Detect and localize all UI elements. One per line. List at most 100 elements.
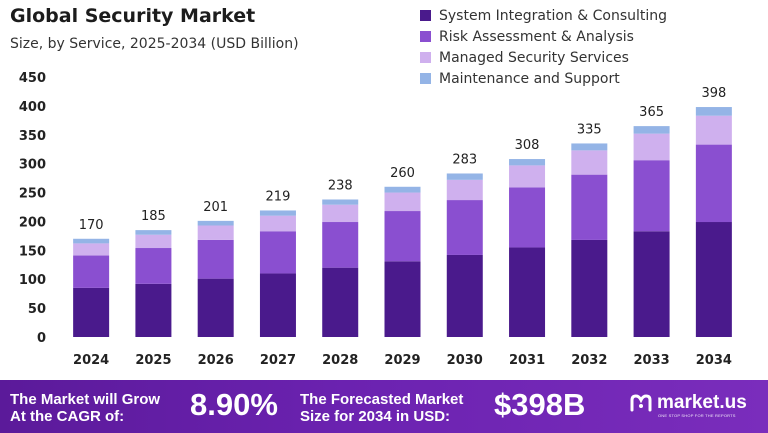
bar-total-label: 398 [701, 86, 726, 101]
legend-swatch [420, 73, 431, 84]
legend-swatch [420, 31, 431, 42]
bar-segment [509, 165, 546, 188]
bar-segment [633, 160, 670, 232]
legend-label: Managed Security Services [439, 49, 629, 66]
x-tick-label: 2031 [509, 353, 545, 368]
bar-segment [259, 215, 296, 232]
bar-segment [259, 210, 296, 216]
y-tick-label: 150 [19, 244, 46, 259]
bar-segment [259, 231, 296, 274]
bar-segment [384, 186, 421, 193]
bar-segment [571, 239, 608, 337]
bar-segment [571, 143, 608, 151]
bar-segment [633, 231, 670, 337]
bar-segment [509, 187, 546, 248]
bar-segment [73, 238, 110, 244]
bar-segment [73, 287, 110, 337]
bar-segment [197, 239, 234, 279]
bar-segment [135, 234, 172, 249]
forecast-label-line1: The Forecasted Market [300, 391, 464, 408]
x-tick-label: 2025 [135, 353, 171, 368]
bar-segment [73, 255, 110, 288]
bar-segment [446, 173, 483, 180]
legend-label: Risk Assessment & Analysis [439, 28, 634, 45]
cagr-label-line2: At the CAGR of: [10, 408, 125, 425]
y-tick-label: 300 [19, 158, 46, 173]
legend-item-system-integration: System Integration & Consulting [420, 5, 667, 26]
stacked-bar-chart: 0 50 100 150 200 250 300 350 400 450 170 2024 185 202… [19, 71, 732, 368]
chart-subtitle: Size, by Service, 2025-2034 (USD Billion… [10, 36, 299, 52]
bar-segment [695, 222, 732, 337]
cagr-label: The Market will Grow At the CAGR of: [10, 391, 160, 425]
bar-segment [197, 278, 234, 337]
x-tick-label: 2034 [696, 353, 732, 368]
bar-segment [695, 107, 732, 116]
forecast-label-line2: Size for 2034 in USD: [300, 408, 451, 425]
brand-tagline: ONE STOP SHOP FOR THE REPORTS [658, 413, 736, 418]
bar-segment [384, 192, 421, 212]
x-tick-label: 2029 [384, 353, 420, 368]
y-tick-label: 350 [19, 129, 46, 144]
y-tick-label: 450 [19, 71, 46, 86]
bar-total-label: 283 [452, 152, 477, 167]
bar-total-label: 260 [390, 166, 415, 181]
bar-total-label: 219 [266, 189, 291, 204]
bar-segment [322, 267, 359, 337]
bar-total-label: 201 [203, 200, 228, 215]
bar-segment [633, 133, 670, 161]
legend-swatch [420, 52, 431, 63]
legend-swatch [420, 10, 431, 21]
bar-segment [446, 179, 483, 201]
bar-segment [509, 159, 546, 166]
bar-total-label: 308 [515, 138, 540, 153]
footer-banner: The Market will Grow At the CAGR of: 8.9… [0, 380, 768, 433]
x-tick-label: 2028 [322, 353, 358, 368]
bar-segment [571, 174, 608, 240]
bar-segment [322, 199, 359, 205]
brand-logo[interactable]: market.us [630, 393, 747, 413]
bar-segment [322, 204, 359, 223]
forecast-value: $398B [494, 387, 586, 422]
legend-label: System Integration & Consulting [439, 7, 668, 24]
market-us-logo-icon [630, 394, 652, 412]
bar-segment [571, 150, 608, 175]
bar-segment [73, 243, 110, 256]
bar-segment [259, 273, 296, 337]
bar-segment [197, 225, 234, 240]
bar-segment [695, 144, 732, 223]
bar-total-label: 185 [141, 209, 166, 224]
bar-segment [633, 126, 670, 134]
bar-segment [384, 261, 421, 337]
brand-name: market.us [657, 392, 747, 413]
bar-segment [446, 254, 483, 337]
chart-title: Global Security Market [10, 5, 256, 27]
y-tick-label: 100 [19, 273, 46, 288]
bar-total-label: 335 [577, 122, 602, 137]
x-tick-label: 2032 [571, 353, 607, 368]
bar-segment [509, 247, 546, 337]
bar-segment [322, 222, 359, 268]
bar-segment [197, 220, 234, 226]
y-tick-label: 250 [19, 187, 46, 202]
cagr-label-line1: The Market will Grow [10, 391, 161, 408]
legend-item-risk-assessment: Risk Assessment & Analysis [420, 26, 667, 47]
y-tick-label: 200 [19, 215, 46, 230]
y-tick-label: 50 [28, 302, 46, 317]
forecast-label: The Forecasted Market Size for 2034 in U… [300, 391, 463, 425]
bar-segment [135, 248, 172, 284]
chart-legend: System Integration & Consulting Risk Ass… [420, 5, 667, 89]
bar-total-label: 238 [328, 178, 353, 193]
bar-segment [135, 283, 172, 337]
bar-segment [446, 200, 483, 255]
bar-total-label: 170 [79, 218, 104, 233]
bar-segment [384, 211, 421, 262]
legend-label: Maintenance and Support [439, 70, 620, 87]
legend-item-maintenance-support: Maintenance and Support [420, 68, 667, 89]
x-tick-label: 2030 [447, 353, 483, 368]
x-tick-label: 2026 [198, 353, 234, 368]
x-tick-label: 2033 [633, 353, 669, 368]
x-tick-label: 2024 [73, 353, 109, 368]
y-tick-label: 400 [19, 100, 46, 115]
bar-segment [135, 230, 172, 235]
legend-item-managed-security: Managed Security Services [420, 47, 667, 68]
